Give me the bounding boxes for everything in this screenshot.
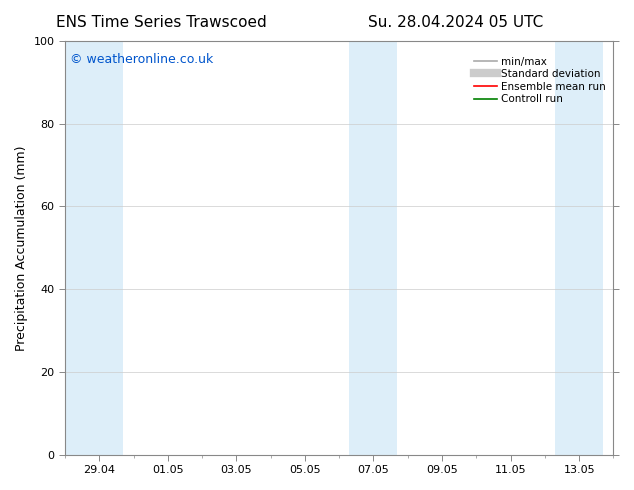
Bar — [555, 41, 603, 455]
Text: © weatheronline.co.uk: © weatheronline.co.uk — [70, 53, 214, 67]
Bar — [624, 41, 634, 455]
Legend: min/max, Standard deviation, Ensemble mean run, Controll run: min/max, Standard deviation, Ensemble me… — [472, 54, 608, 106]
Text: Su. 28.04.2024 05 UTC: Su. 28.04.2024 05 UTC — [368, 15, 543, 30]
Y-axis label: Precipitation Accumulation (mm): Precipitation Accumulation (mm) — [15, 145, 28, 350]
Bar — [349, 41, 398, 455]
Text: ENS Time Series Trawscoed: ENS Time Series Trawscoed — [56, 15, 266, 30]
Bar — [65, 41, 123, 455]
